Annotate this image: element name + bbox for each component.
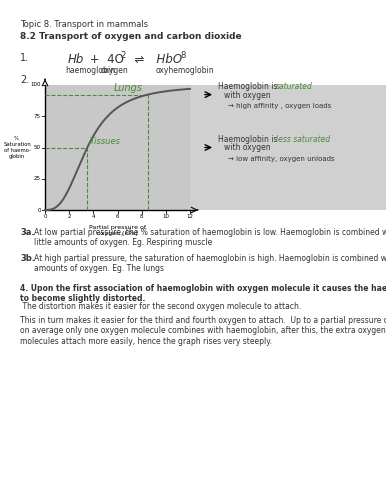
Text: At high partial pressure, the saturation of haemoglobin is high. Haemoglobin is : At high partial pressure, the saturation… (34, 254, 386, 274)
Text: 2.: 2. (20, 75, 29, 85)
Text: 12: 12 (186, 214, 193, 219)
Text: At low partial pressure, the % saturation of haemoglobin is low. Haemoglobin is : At low partial pressure, the % saturatio… (34, 228, 386, 248)
Text: → low affinity, oxygen unloads: → low affinity, oxygen unloads (228, 156, 335, 162)
Text: oxygen: oxygen (101, 66, 129, 75)
Text: 3a.: 3a. (20, 228, 35, 237)
Text: Topic 8. Transport in mammals: Topic 8. Transport in mammals (20, 20, 148, 29)
Text: 25: 25 (34, 176, 41, 181)
Text: 4: 4 (91, 214, 95, 219)
Bar (45, 85, 190, 210)
Text: 8.2 Transport of oxygen and carbon dioxide: 8.2 Transport of oxygen and carbon dioxi… (20, 32, 242, 41)
Text: The distortion makes it easier for the second oxygen molecule to attach.: The distortion makes it easier for the s… (20, 302, 301, 311)
Text: haemoglobin: haemoglobin (65, 66, 115, 75)
Text: saturated: saturated (276, 82, 313, 90)
Text: 0: 0 (37, 208, 41, 212)
Text: → high affinity , oxygen loads: → high affinity , oxygen loads (228, 102, 331, 108)
Text: Lungs: Lungs (114, 82, 143, 92)
Text: Tissues: Tissues (89, 138, 120, 146)
Text: Hb: Hb (68, 53, 85, 66)
Bar (45, 85, 386, 210)
Text: Partial pressure of
oxygen (kPa): Partial pressure of oxygen (kPa) (89, 225, 146, 236)
Text: 75: 75 (34, 114, 41, 118)
Text: 8: 8 (140, 214, 144, 219)
Text: % 
Saturation
of haemo-
globin: % Saturation of haemo- globin (3, 136, 31, 158)
Text: 3b.: 3b. (20, 254, 35, 263)
Text: 2: 2 (120, 51, 125, 60)
Text: 6: 6 (116, 214, 119, 219)
Text: 100: 100 (30, 82, 41, 87)
Text: 10: 10 (163, 214, 169, 219)
Text: less saturated: less saturated (276, 134, 330, 143)
Text: +  4O: + 4O (86, 53, 124, 66)
Text: oxyhemoglobin: oxyhemoglobin (156, 66, 215, 75)
Text: 0: 0 (43, 214, 47, 219)
Text: 8: 8 (180, 51, 185, 60)
Text: This in turn makes it easier for the third and fourth oxygen to attach.  Up to a: This in turn makes it easier for the thi… (20, 316, 386, 346)
Text: Haemoglobin is: Haemoglobin is (218, 134, 280, 143)
Text: ⇌: ⇌ (127, 53, 144, 66)
Text: 2: 2 (68, 214, 71, 219)
Text: with oxygen: with oxygen (224, 90, 271, 100)
Text: HbO: HbO (149, 53, 182, 66)
Text: 4. Upon the first association of haemoglobin with oxygen molecule it causes the : 4. Upon the first association of haemogl… (20, 284, 386, 304)
Text: with oxygen: with oxygen (224, 144, 271, 152)
Text: 50: 50 (34, 145, 41, 150)
Text: 1.: 1. (20, 53, 29, 63)
Text: Haemoglobin is: Haemoglobin is (218, 82, 280, 90)
